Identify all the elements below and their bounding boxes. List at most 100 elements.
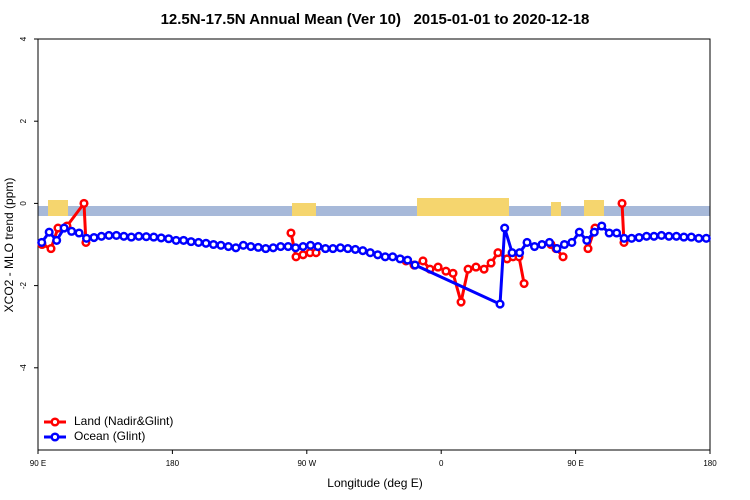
data-point — [604, 228, 614, 238]
data-point — [365, 248, 375, 258]
data-point — [463, 264, 473, 274]
data-point — [403, 255, 413, 265]
y-tick-label: 2 — [19, 118, 28, 123]
data-point — [246, 242, 256, 252]
data-point — [410, 260, 420, 270]
data-point — [186, 237, 196, 247]
chart-title: 12.5N-17.5N Annual Mean (Ver 10) 2015-01… — [161, 11, 590, 28]
data-point — [544, 237, 555, 247]
x-axis-label: Longitude (deg E) — [327, 476, 422, 490]
data-point — [179, 235, 189, 245]
data-point — [37, 237, 47, 247]
data-point — [664, 231, 674, 241]
data-point — [171, 235, 181, 245]
data-point — [134, 231, 144, 241]
data-point — [283, 242, 293, 252]
x-tick-label: 90 E — [567, 459, 583, 468]
data-point — [253, 242, 263, 252]
data-point — [141, 232, 151, 242]
data-point — [507, 248, 517, 258]
y-axis-label: XCO2 - MLO trend (ppm) — [2, 178, 16, 313]
data-point — [558, 252, 568, 262]
data-point — [479, 264, 489, 274]
data-point — [67, 226, 77, 236]
data-point — [89, 232, 99, 243]
data-point — [380, 252, 390, 262]
data-point — [261, 244, 271, 254]
data-point — [373, 250, 383, 260]
data-point — [305, 240, 316, 250]
data-point — [96, 231, 107, 241]
data-point — [456, 297, 466, 307]
data-point — [276, 242, 286, 252]
data-point — [238, 240, 248, 250]
data-point — [537, 239, 547, 250]
data-point — [313, 242, 323, 252]
data-point — [119, 231, 129, 241]
data-point — [104, 230, 114, 241]
data-point — [519, 278, 529, 289]
data-point — [328, 244, 338, 254]
data-point — [686, 232, 696, 242]
x-tick-label: 90 E — [30, 459, 46, 468]
data-point — [298, 250, 308, 260]
data-point — [44, 227, 54, 237]
data-point — [679, 232, 689, 242]
data-point — [126, 232, 136, 242]
data-point — [515, 248, 525, 258]
plot-frame — [37, 38, 711, 451]
data-point — [156, 233, 166, 243]
data-point — [522, 237, 532, 247]
land-strip — [38, 198, 710, 216]
data-point — [358, 246, 368, 256]
data-point — [649, 231, 659, 241]
data-point — [529, 242, 540, 252]
data-point — [486, 258, 496, 268]
data-point — [291, 243, 301, 253]
data-point — [350, 244, 360, 254]
data-point — [552, 244, 562, 254]
x-tick-label: 0 — [439, 459, 444, 468]
data-point — [500, 223, 510, 233]
y-tick-label: -2 — [19, 281, 28, 289]
data-point — [164, 234, 174, 244]
data-point — [671, 231, 681, 241]
data-point — [231, 243, 241, 253]
data-point — [418, 256, 428, 266]
data-point — [495, 299, 505, 309]
data-point — [320, 244, 331, 254]
data-point — [559, 239, 569, 250]
y-tick-label: -4 — [19, 364, 28, 372]
data-point — [694, 233, 704, 243]
data-point — [612, 228, 622, 238]
data-point — [298, 242, 308, 252]
land-patch — [551, 202, 561, 216]
data-point — [52, 235, 62, 245]
data-point — [201, 238, 211, 248]
data-point — [81, 233, 92, 243]
data-point — [208, 239, 219, 250]
data-point — [268, 243, 278, 253]
x-tick-label: 180 — [166, 459, 180, 468]
data-point — [493, 248, 503, 258]
data-point — [388, 252, 398, 262]
data-point — [395, 254, 405, 264]
data-point — [641, 231, 652, 241]
data-point — [583, 244, 593, 254]
data-point — [448, 268, 458, 278]
data-point — [335, 243, 345, 253]
land-patch — [292, 203, 316, 216]
data-point — [567, 237, 577, 247]
x-tick-label: 180 — [703, 459, 717, 468]
y-tick-label: 4 — [19, 36, 28, 41]
legend-label: Land (Nadir&Glint) — [74, 414, 173, 428]
x-tick-label: 90 W — [297, 459, 316, 468]
y-tick-label: 0 — [19, 201, 28, 206]
data-point — [216, 240, 226, 250]
legend-marker — [50, 432, 60, 442]
data-point — [343, 244, 353, 254]
data-point — [627, 233, 637, 243]
data-point — [701, 233, 711, 243]
legend-marker — [50, 417, 60, 427]
